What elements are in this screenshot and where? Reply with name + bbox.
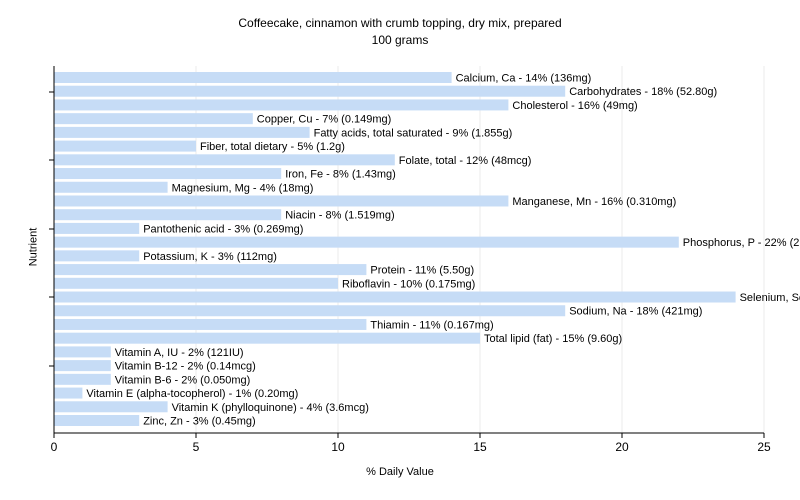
data-label: Vitamin B-12 - 2% (0.14mcg) bbox=[115, 361, 256, 373]
bar bbox=[54, 401, 168, 413]
data-label: Vitamin A, IU - 2% (121IU) bbox=[115, 347, 244, 359]
chart-title: Coffeecake, cinnamon with crumb topping,… bbox=[238, 16, 562, 30]
axes: 0 5 10 15 20 25 bbox=[49, 66, 771, 454]
data-label: Phosphorus, P - 22% (215mg) bbox=[683, 237, 800, 249]
bar bbox=[54, 373, 111, 385]
bar bbox=[54, 222, 140, 234]
bar bbox=[54, 360, 111, 372]
x-tick-label: 10 bbox=[331, 440, 345, 454]
data-label: Fiber, total dietary - 5% (1.2g) bbox=[200, 141, 345, 153]
data-label: Carbohydrates - 18% (52.80g) bbox=[569, 86, 717, 98]
bar bbox=[54, 195, 509, 207]
data-label: Vitamin E (alpha-tocopherol) - 1% (0.20m… bbox=[86, 388, 298, 400]
bar bbox=[54, 154, 395, 166]
data-label: Sodium, Na - 18% (421mg) bbox=[569, 306, 702, 318]
bar bbox=[54, 332, 480, 344]
data-label: Thiamin - 11% (0.167mg) bbox=[370, 319, 493, 331]
bar bbox=[54, 291, 736, 303]
bar bbox=[54, 318, 367, 330]
bar bbox=[54, 277, 338, 289]
data-label: Iron, Fe - 8% (1.43mg) bbox=[285, 169, 396, 181]
bar bbox=[54, 346, 111, 358]
x-tick-label: 20 bbox=[615, 440, 629, 454]
data-label: Fatty acids, total saturated - 9% (1.855… bbox=[314, 127, 513, 139]
data-label: Zinc, Zn - 3% (0.45mg) bbox=[143, 416, 255, 428]
bar bbox=[54, 140, 196, 152]
x-tick-label: 25 bbox=[757, 440, 771, 454]
chart-subtitle: 100 grams bbox=[371, 33, 429, 47]
bar bbox=[54, 113, 253, 125]
bars: Calcium, Ca - 14% (136mg)Carbohydrates -… bbox=[54, 72, 800, 428]
bar bbox=[54, 99, 509, 111]
data-label: Protein - 11% (5.50g) bbox=[370, 265, 474, 277]
bar bbox=[54, 305, 566, 317]
x-tick-label: 0 bbox=[51, 440, 58, 454]
data-label: Magnesium, Mg - 4% (18mg) bbox=[172, 182, 314, 194]
grid-lines bbox=[195, 66, 765, 433]
bar bbox=[54, 168, 282, 180]
data-label: Calcium, Ca - 14% (136mg) bbox=[456, 73, 592, 85]
data-label: Pantothenic acid - 3% (0.269mg) bbox=[143, 223, 303, 235]
data-label: Niacin - 8% (1.519mg) bbox=[285, 210, 394, 222]
bar bbox=[54, 415, 140, 426]
data-label: Vitamin K (phylloquinone) - 4% (3.6mcg) bbox=[172, 402, 369, 414]
bar bbox=[54, 72, 452, 83]
bar bbox=[54, 250, 140, 262]
data-label: Manganese, Mn - 16% (0.310mg) bbox=[512, 196, 676, 208]
data-label: Potassium, K - 3% (112mg) bbox=[143, 251, 277, 263]
bar bbox=[54, 209, 282, 221]
data-label: Cholesterol - 16% (49mg) bbox=[512, 100, 637, 112]
data-label: Selenium, Se - 24% (16.7mcg) bbox=[740, 292, 800, 304]
data-label: Riboflavin - 10% (0.175mg) bbox=[342, 278, 475, 290]
bar bbox=[54, 126, 310, 138]
data-label: Vitamin B-6 - 2% (0.050mg) bbox=[115, 374, 251, 386]
bar bbox=[54, 181, 168, 193]
bar bbox=[54, 85, 566, 97]
bar bbox=[54, 387, 83, 399]
y-axis-label: Nutrient bbox=[27, 227, 40, 267]
x-tick-label: 5 bbox=[193, 440, 200, 454]
bar bbox=[54, 236, 679, 248]
x-axis-label: % Daily Value bbox=[366, 466, 434, 478]
bar bbox=[54, 264, 367, 276]
x-tick-label: 15 bbox=[473, 440, 487, 454]
data-label: Total lipid (fat) - 15% (9.60g) bbox=[484, 333, 622, 345]
data-label: Copper, Cu - 7% (0.149mg) bbox=[257, 114, 392, 126]
data-label: Folate, total - 12% (48mcg) bbox=[399, 155, 532, 167]
